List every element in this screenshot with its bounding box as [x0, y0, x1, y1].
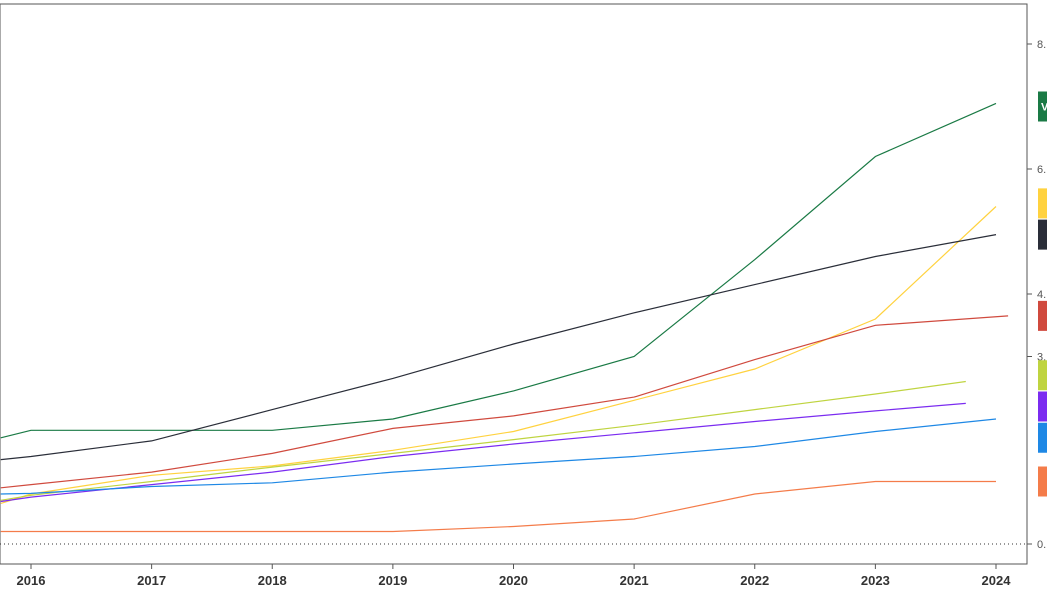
y-tick-label-0: 8. [1037, 39, 1046, 51]
value-badge-6 [1038, 422, 1047, 453]
value-badge-7 [1038, 466, 1047, 497]
value-badge-3 [1038, 300, 1047, 331]
value-badge-5 [1038, 391, 1047, 422]
x-tick-label-2019: 2019 [378, 573, 407, 588]
series-line-0 [0, 102, 997, 439]
y-tick-label-1: 6. [1037, 164, 1046, 176]
value-badge-2 [1038, 219, 1047, 250]
x-tick-label-2020: 2020 [499, 573, 528, 588]
x-tick-label-2022: 2022 [740, 573, 769, 588]
y-tick-label-2: 4. [1037, 289, 1046, 301]
y-tick-label-3: 3. [1037, 352, 1046, 364]
series-line-7 [0, 480, 996, 533]
plot-frame [0, 3, 1028, 565]
value-badge-4 [1038, 360, 1047, 391]
series-line-4 [0, 380, 966, 501]
x-tick-label-2017: 2017 [137, 573, 166, 588]
value-badge-1 [1038, 188, 1047, 219]
series-line-5 [0, 402, 966, 503]
x-tick-label-2024: 2024 [982, 573, 1012, 588]
series-line-2 [0, 234, 997, 461]
x-tick-label-2016: 2016 [17, 573, 46, 588]
x-tick-label-2018: 2018 [258, 573, 287, 588]
y-tick-label-4: 0. [1037, 539, 1046, 551]
value-badge-text-0: V [1041, 102, 1047, 114]
series-line-1 [0, 206, 997, 504]
x-tick-label-2021: 2021 [620, 573, 649, 588]
value-badge-0 [1038, 91, 1047, 122]
series-line-6 [0, 418, 997, 495]
series-line-3 [0, 315, 1009, 489]
x-tick-label-2023: 2023 [861, 573, 890, 588]
